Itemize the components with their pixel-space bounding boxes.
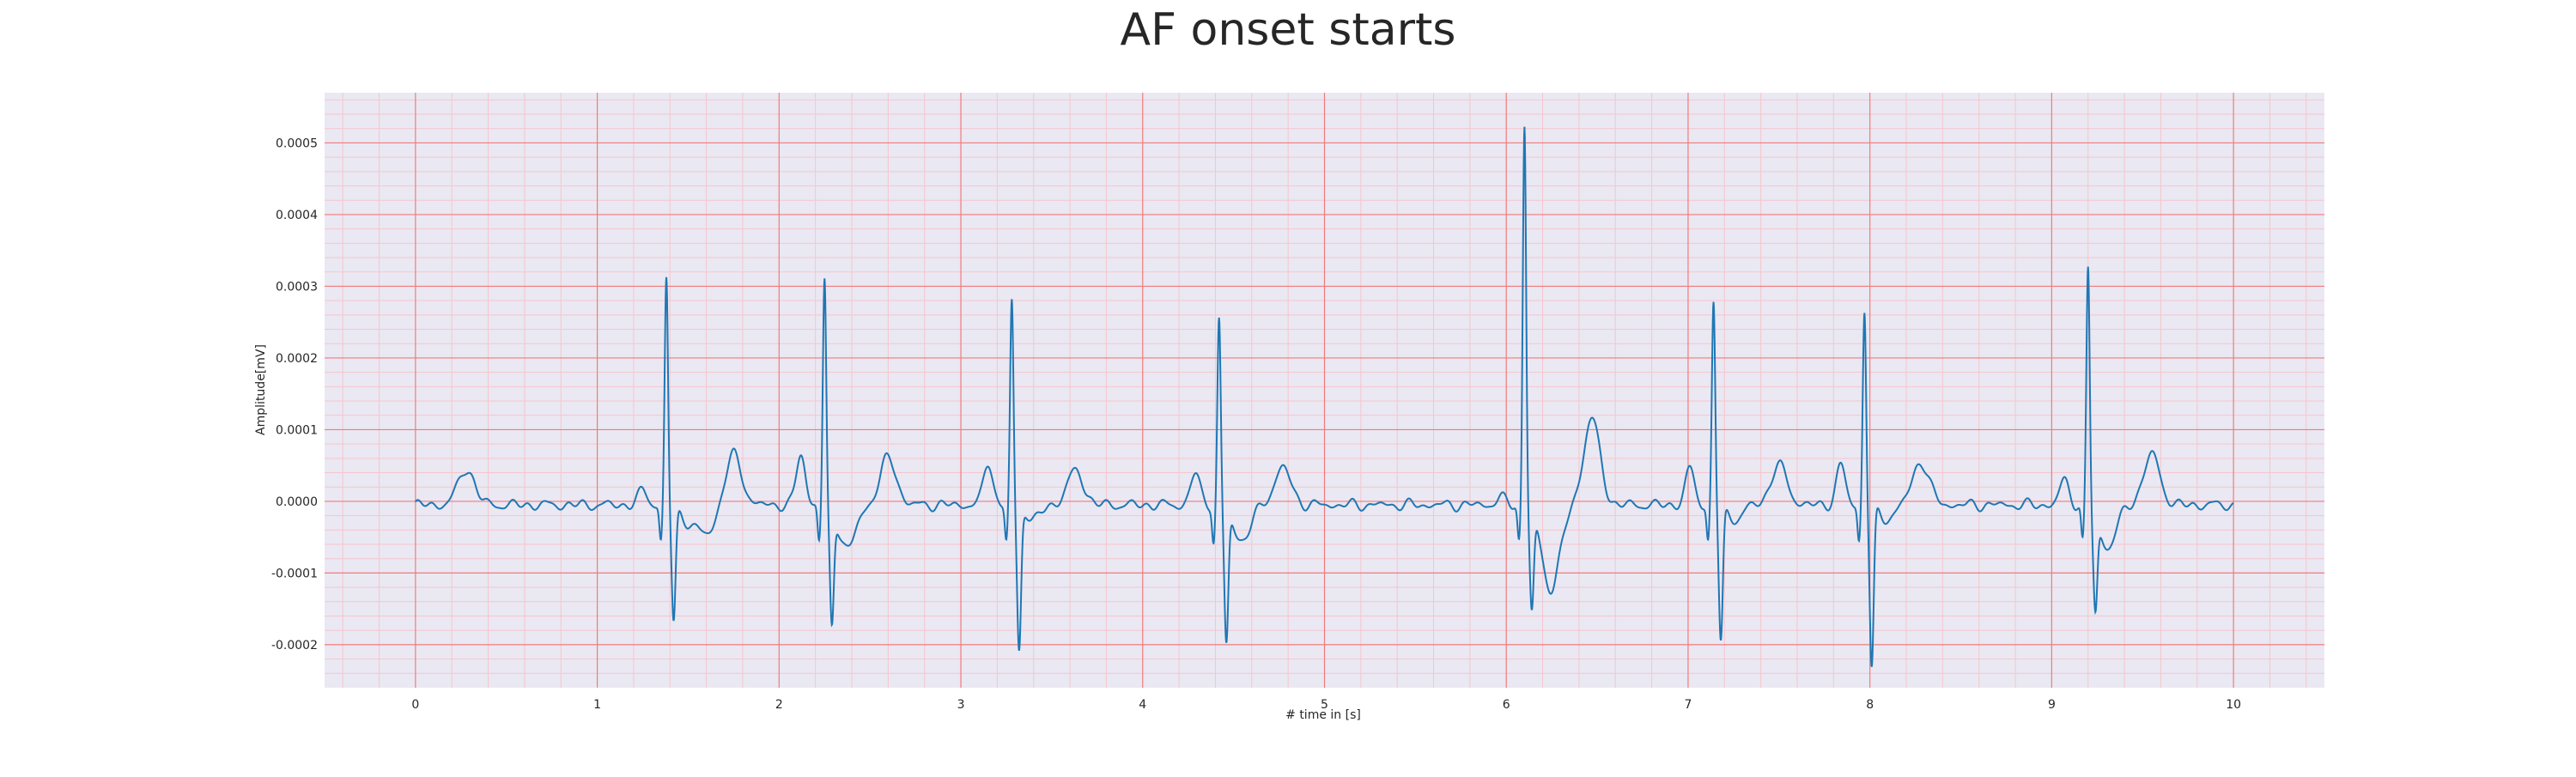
x-tick-label: 9: [2048, 698, 2056, 712]
y-axis-ticks: -0.0002 -0.0001 0.0000 0.0001 0.0002 0.0003 0.…: [271, 137, 318, 652]
y-tick-label: 0.0004: [276, 209, 318, 222]
y-tick-label: 0.0002: [276, 352, 318, 366]
x-axis-label: # time in [s]: [1285, 708, 1361, 722]
y-tick-label: 0.0000: [276, 495, 318, 509]
x-tick-label: 4: [1139, 698, 1146, 712]
y-tick-label: -0.0002: [271, 639, 318, 653]
x-tick-label: 7: [1684, 698, 1692, 712]
y-tick-label: -0.0001: [271, 567, 318, 580]
x-tick-label: 8: [1866, 698, 1874, 712]
x-tick-label: 6: [1503, 698, 1510, 712]
y-axis-label: Amplitude[mV]: [254, 344, 268, 435]
x-tick-label: 0: [411, 698, 419, 712]
x-tick-label: 10: [2226, 698, 2241, 712]
x-tick-label: 2: [775, 698, 783, 712]
x-tick-label: 1: [593, 698, 601, 712]
x-tick-label: 3: [957, 698, 965, 712]
y-tick-label: 0.0001: [276, 423, 318, 437]
y-tick-label: 0.0005: [276, 137, 318, 150]
chart-title: AF onset starts: [1121, 4, 1456, 56]
y-tick-label: 0.0003: [276, 280, 318, 294]
